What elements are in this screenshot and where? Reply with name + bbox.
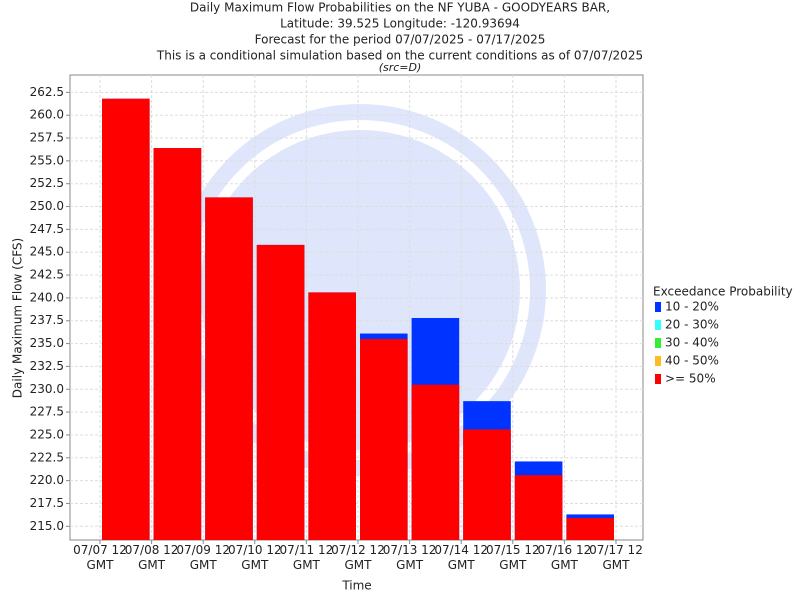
source: (src=D): [379, 61, 422, 74]
bar: [308, 292, 356, 540]
legend-label: >= 50%: [665, 372, 716, 386]
y-tick-label: 220.0: [30, 473, 64, 487]
bar: [102, 98, 150, 541]
x-tick-label: 07/12 12 GMT: [331, 543, 385, 572]
bar: [360, 339, 408, 540]
legend-title: Exceedance Probability: [653, 285, 793, 299]
y-tick-label: 215.0: [30, 519, 64, 533]
y-tick-label: 255.0: [30, 153, 64, 167]
bar: [514, 475, 563, 540]
chart-title: Daily Maximum Flow Probabilities on the …: [190, 1, 610, 15]
x-tick-label: 07/17 12 GMT: [589, 543, 643, 572]
x-tick-label: 07/15 12 GMT: [485, 543, 540, 572]
y-tick-label: 257.5: [30, 131, 64, 145]
legend-swatch: [655, 302, 661, 312]
y-tick-label: 227.5: [30, 405, 64, 419]
x-tick-label: 07/07 12 GMT: [73, 543, 127, 572]
y-tick-label: 237.5: [30, 313, 64, 327]
y-tick-label: 225.0: [30, 427, 64, 441]
y-tick-label: 247.5: [30, 222, 64, 236]
bar: [205, 197, 253, 540]
y-tick-label: 232.5: [30, 359, 64, 373]
x-axis-label: Time: [341, 579, 371, 593]
legend-swatch: [655, 356, 661, 366]
x-tick-label: 07/13 12 GMT: [382, 543, 437, 572]
legend-swatch: [655, 338, 661, 348]
subtitle: Latitude: 39.525 Longitude: -120.93694: [280, 17, 520, 31]
y-tick-label: 250.0: [30, 199, 64, 213]
bar: [463, 429, 511, 540]
bar: [411, 384, 460, 540]
subtitle: This is a conditional simulation based o…: [156, 49, 643, 63]
y-tick-label: 235.0: [30, 336, 64, 350]
x-tick-label: 07/08 12 GMT: [124, 543, 179, 572]
y-tick-label: 230.0: [30, 382, 64, 396]
x-tick-label: 07/09 12 GMT: [176, 543, 231, 572]
y-tick-label: 240.0: [30, 290, 64, 304]
bar: [153, 148, 202, 540]
y-tick-label: 217.5: [30, 496, 64, 510]
subtitle: Forecast for the period 07/07/2025 - 07/…: [255, 33, 546, 47]
bar: [566, 518, 614, 540]
y-tick-label: 252.5: [30, 176, 64, 190]
legend-label: 40 - 50%: [665, 354, 719, 368]
legend-label: 30 - 40%: [665, 336, 719, 350]
x-tick-label: 07/14 12 GMT: [434, 543, 489, 572]
legend-label: 20 - 30%: [665, 318, 719, 332]
legend-label: 10 - 20%: [665, 300, 719, 314]
y-tick-label: 245.0: [30, 245, 64, 259]
y-tick-label: 242.5: [30, 268, 64, 282]
legend-swatch: [655, 374, 661, 384]
x-tick-label: 07/10 12 GMT: [227, 543, 282, 572]
x-tick-label: 07/11 12 GMT: [279, 543, 334, 572]
y-tick-label: 262.5: [30, 85, 64, 99]
x-tick-label: 07/16 12 GMT: [537, 543, 592, 572]
y-tick-label: 260.0: [30, 108, 64, 122]
bar: [256, 244, 305, 540]
legend-swatch: [655, 320, 661, 330]
y-axis-label: Daily Maximum Flow (CFS): [11, 238, 25, 398]
y-tick-label: 222.5: [30, 450, 64, 464]
